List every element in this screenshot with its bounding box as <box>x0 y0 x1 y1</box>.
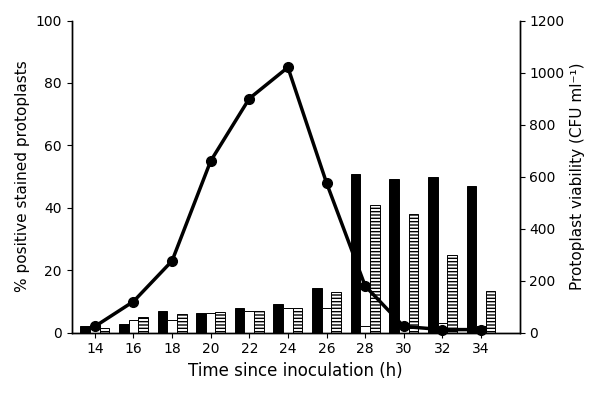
Bar <box>293 308 302 333</box>
Bar <box>90 326 100 333</box>
Bar <box>215 312 225 333</box>
Bar <box>350 174 361 333</box>
Bar <box>167 320 177 333</box>
Bar <box>361 326 370 333</box>
Bar <box>409 214 418 333</box>
Bar <box>158 310 167 333</box>
X-axis label: Time since inoculation (h): Time since inoculation (h) <box>188 362 403 380</box>
Bar <box>196 313 206 333</box>
Bar <box>389 179 399 333</box>
Bar <box>274 304 283 333</box>
Bar <box>235 308 244 333</box>
Bar <box>119 324 128 333</box>
Bar <box>254 311 264 333</box>
Bar <box>322 308 331 333</box>
Bar <box>80 326 90 333</box>
Bar <box>128 320 138 333</box>
Bar <box>447 255 457 333</box>
Y-axis label: Protoplast viability (CFU ml⁻¹): Protoplast viability (CFU ml⁻¹) <box>570 63 585 290</box>
Bar <box>467 186 476 333</box>
Bar <box>312 288 322 333</box>
Bar <box>331 292 341 333</box>
Bar <box>138 317 148 333</box>
Bar <box>244 310 254 333</box>
Bar <box>428 177 437 333</box>
Bar <box>283 308 293 333</box>
Bar <box>437 324 447 333</box>
Bar <box>476 326 486 333</box>
Bar <box>206 313 215 333</box>
Bar <box>100 327 109 333</box>
Bar <box>370 205 380 333</box>
Bar <box>177 314 187 333</box>
Bar <box>399 324 409 333</box>
Bar <box>486 291 496 333</box>
Y-axis label: % positive stained protoplasts: % positive stained protoplasts <box>15 61 30 292</box>
